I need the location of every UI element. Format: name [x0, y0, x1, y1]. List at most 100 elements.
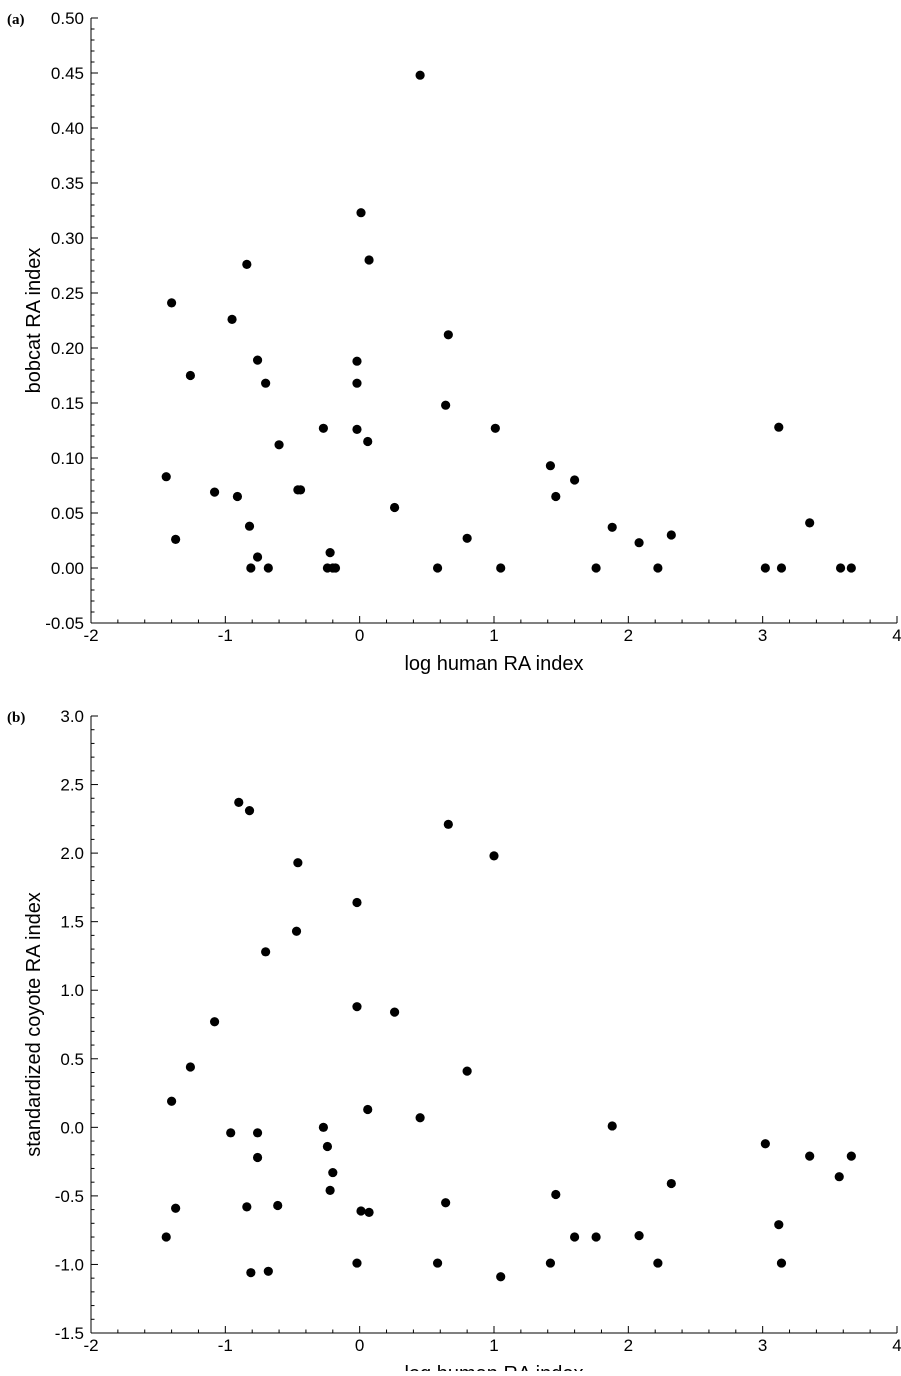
x-axis-title: log human RA index: [404, 1363, 583, 1371]
data-point: [545, 1258, 556, 1268]
y-tick-label: 3.0: [60, 707, 84, 726]
x-tick-label: 2: [624, 1336, 633, 1355]
data-point: [318, 423, 328, 433]
data-point: [776, 1258, 787, 1268]
data-point: [666, 1178, 676, 1189]
data-point: [363, 436, 373, 447]
y-tick-label: 0.35: [51, 174, 84, 193]
data-point: [352, 356, 362, 366]
data-point: [363, 1104, 373, 1115]
y-tick-label: 0.15: [51, 394, 84, 413]
data-point: [274, 440, 284, 450]
y-tick-label: 1.5: [60, 913, 84, 932]
data-point: [171, 1203, 181, 1213]
data-point: [167, 298, 177, 308]
data-point: [263, 1266, 273, 1276]
y-tick-label: 0.5: [60, 1050, 84, 1069]
y-tick-label: 2.5: [60, 776, 84, 795]
panel-b: -1.5 -1.0 -0.5 0.0 0.5 1.0 1.5 2.0 2.5 3.0 -2 -1 0 1 2…: [7, 707, 901, 1376]
data-point: [591, 1232, 601, 1242]
y-tick-label: -1.5: [55, 1324, 84, 1343]
data-point: [551, 491, 561, 502]
y-tick-label: 0.45: [51, 64, 84, 83]
data-point: [242, 259, 252, 269]
y-tick-label: -0.05: [45, 614, 84, 633]
data-point: [490, 423, 500, 433]
data-point: [352, 424, 362, 434]
data-point: [653, 563, 663, 573]
data-point: [415, 70, 425, 80]
y-tick-label: 0.00: [51, 559, 84, 578]
data-point: [489, 851, 499, 861]
data-point: [227, 314, 237, 324]
x-tick-label: 4: [892, 626, 901, 645]
data-point: [805, 518, 815, 528]
y-tick-label: -1.0: [55, 1255, 84, 1274]
x-tick-label: 0: [355, 1336, 364, 1355]
data-point: [263, 563, 273, 573]
data-point: [364, 1207, 374, 1217]
data-point: [209, 487, 220, 497]
x-tick-label: -1: [218, 1336, 233, 1355]
data-point: [161, 472, 171, 482]
data-point: [776, 563, 787, 573]
data-point: [261, 947, 271, 957]
data-point: [545, 461, 556, 471]
data-point: [232, 491, 243, 502]
data-point: [774, 1220, 784, 1230]
data-point: [352, 1002, 362, 1012]
data-point: [234, 797, 244, 807]
data-point: [607, 522, 617, 532]
data-point: [653, 1258, 663, 1268]
data-point: [244, 806, 255, 816]
data-point: [634, 1231, 644, 1241]
y-axis-title: standardized coyote RA index: [23, 892, 45, 1157]
data-point: [760, 563, 770, 573]
data-point: [252, 552, 263, 562]
data-point: [325, 1185, 335, 1196]
data-point: [835, 563, 846, 573]
data-point: [252, 1128, 263, 1138]
data-point: [328, 1167, 338, 1178]
data-point: [666, 530, 676, 540]
data-point: [607, 1121, 617, 1131]
data-point: [171, 534, 181, 545]
data-point: [246, 1268, 256, 1278]
data-point: [291, 926, 302, 936]
data-point: [352, 1258, 362, 1268]
data-point: [443, 819, 453, 829]
data-point: [805, 1151, 815, 1161]
data-point: [273, 1200, 283, 1211]
x-axis-title: log human RA index: [404, 653, 583, 675]
x-tick-label: 3: [758, 1336, 767, 1355]
data-point: [318, 1122, 328, 1132]
y-axis-title: bobcat RA index: [23, 248, 45, 394]
y-tick-label: 0.20: [51, 339, 84, 358]
data-point: [161, 1232, 171, 1242]
data-point: [441, 400, 451, 410]
data-point: [760, 1139, 770, 1149]
data-point: [352, 378, 362, 388]
data-point: [389, 1007, 400, 1017]
x-tick-label: 2: [624, 626, 633, 645]
y-tick-label: 0.50: [51, 9, 84, 28]
y-tick-label: 0.25: [51, 284, 84, 303]
x-tick-label: 1: [489, 1336, 498, 1355]
data-point: [415, 1113, 425, 1123]
data-point: [389, 502, 400, 513]
data-point: [432, 563, 443, 573]
data-point: [185, 1062, 196, 1072]
y-tick-label: 0.10: [51, 449, 84, 468]
data-point: [185, 370, 196, 381]
x-tick-label: -2: [83, 626, 98, 645]
panel-a: -0.05 0.00 0.05 0.10 0.15 0.20 0.25 0.30 0.35 0.4…: [7, 9, 901, 675]
data-point: [496, 563, 506, 573]
data-point: [432, 1258, 443, 1268]
y-tick-label: 1.0: [60, 981, 84, 1000]
data-point: [462, 1066, 472, 1076]
data-point: [496, 1272, 506, 1282]
data-point: [443, 330, 453, 340]
data-point: [352, 897, 362, 908]
data-point: [846, 1151, 856, 1161]
